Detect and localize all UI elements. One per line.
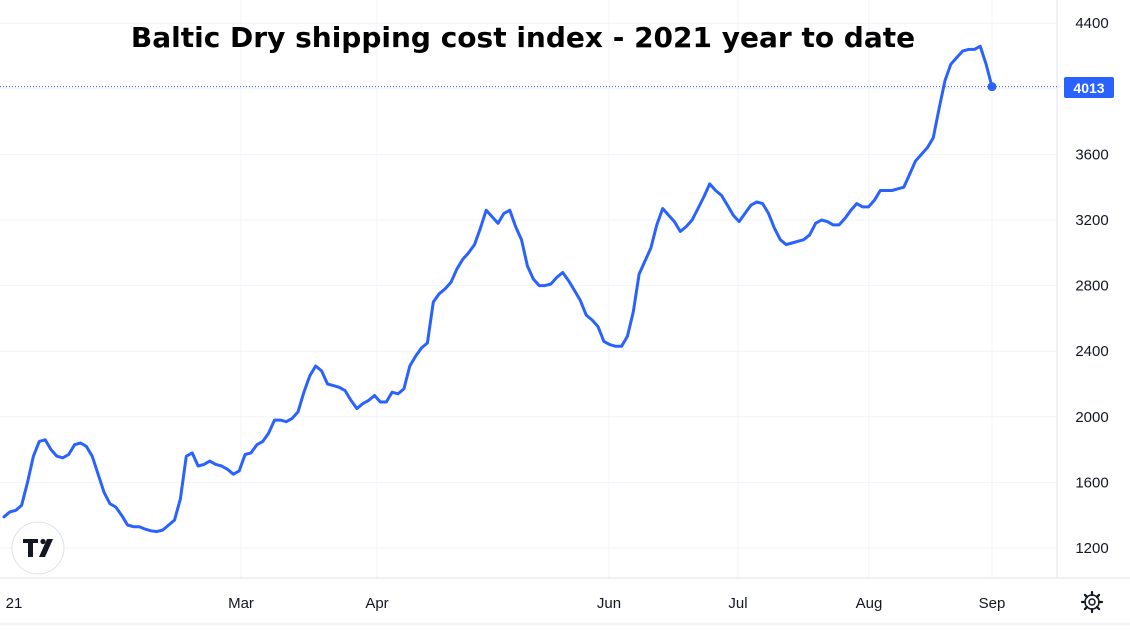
last-value-label: 4013 xyxy=(1064,77,1114,98)
y-tick-label: 2400 xyxy=(1075,343,1108,360)
series-line xyxy=(2,44,994,534)
x-tick-label: Sep xyxy=(979,595,1006,612)
x-tick-label: Apr xyxy=(365,595,388,612)
last-value-label-bg xyxy=(1064,77,1114,98)
y-tick-label: 3600 xyxy=(1075,146,1108,163)
tradingview-logo-icon[interactable] xyxy=(11,521,65,575)
y-tick-label: 3200 xyxy=(1075,212,1108,229)
gear-icon[interactable] xyxy=(1080,590,1104,614)
y-tick-label: 1200 xyxy=(1075,540,1108,557)
y-tick-labels: 4400 3600 3200 2800 2400 2000 1600 1200 xyxy=(1075,15,1108,557)
y-tick-label: 1600 xyxy=(1075,474,1108,491)
last-value-label-text: 4013 xyxy=(1073,80,1104,96)
last-data-point xyxy=(987,82,997,92)
grid xyxy=(0,0,1057,578)
y-tick-label: 4400 xyxy=(1075,15,1108,32)
x-tick-label: Jun xyxy=(597,595,621,612)
chart-title: Baltic Dry shipping cost index - 2021 ye… xyxy=(131,21,915,54)
y-tick-label: 2800 xyxy=(1075,278,1108,295)
x-tick-label: Jul xyxy=(728,595,747,612)
x-tick-label: 21 xyxy=(6,595,23,612)
x-tick-label: Mar xyxy=(228,595,254,612)
x-tick-label: Aug xyxy=(856,595,883,612)
x-tick-labels: 21 Mar Apr Jun Jul Aug Sep xyxy=(6,595,1006,612)
y-tick-label: 2000 xyxy=(1075,409,1108,426)
